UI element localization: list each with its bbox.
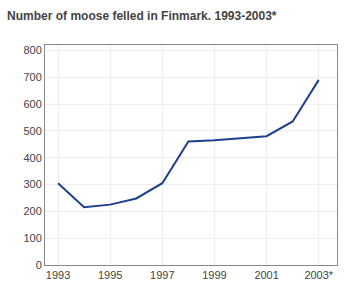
svg-text:300: 300 (23, 178, 41, 190)
svg-text:800: 800 (23, 44, 41, 56)
svg-text:2001: 2001 (254, 269, 278, 281)
svg-text:700: 700 (23, 71, 41, 83)
svg-text:1995: 1995 (98, 269, 122, 281)
svg-text:2003*: 2003* (304, 269, 333, 281)
svg-text:1997: 1997 (150, 269, 174, 281)
svg-text:600: 600 (23, 98, 41, 110)
svg-text:200: 200 (23, 205, 41, 217)
svg-text:Number of moose felled in Finm: Number of moose felled in Finmark. 1993-… (7, 9, 277, 23)
svg-text:500: 500 (23, 125, 41, 137)
svg-text:400: 400 (23, 152, 41, 164)
svg-text:0: 0 (36, 259, 42, 271)
svg-text:100: 100 (23, 232, 41, 244)
svg-text:1993: 1993 (46, 269, 70, 281)
svg-text:1999: 1999 (202, 269, 226, 281)
